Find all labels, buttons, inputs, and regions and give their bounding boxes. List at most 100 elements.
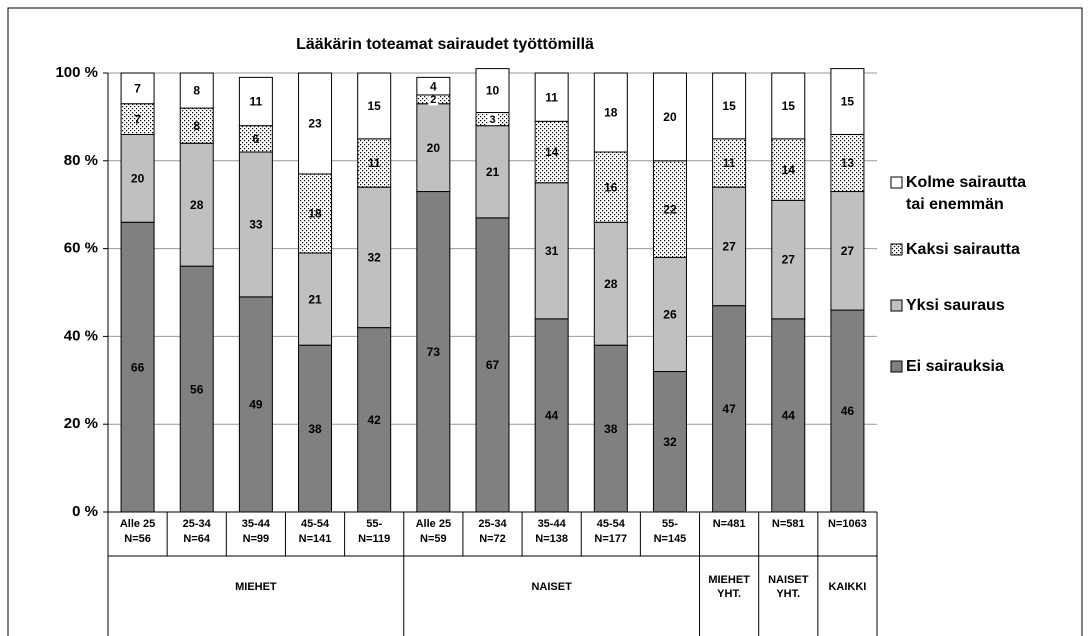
data-label: 73 xyxy=(427,345,441,359)
bar-segment xyxy=(179,265,214,513)
bar-segment xyxy=(179,72,214,109)
data-label: 27 xyxy=(841,244,855,258)
legend-swatch xyxy=(890,360,903,373)
bar-segment xyxy=(357,138,392,188)
x-tick-label: N=581 xyxy=(771,518,805,530)
bar-segment xyxy=(416,103,451,193)
data-label: 32 xyxy=(368,251,382,265)
bar-segment xyxy=(712,138,747,188)
data-label: 7 xyxy=(134,82,141,96)
x-tick-label: N=1063 xyxy=(827,518,867,530)
data-label: 28 xyxy=(190,198,204,212)
data-label: 32 xyxy=(663,435,677,449)
data-label: 38 xyxy=(308,422,322,436)
data-label: 56 xyxy=(190,382,204,396)
y-tick-label: 60 % xyxy=(64,240,98,257)
x-tick-label: 55- N=145 xyxy=(653,518,687,545)
bar-segment xyxy=(416,76,451,96)
bar-segment xyxy=(179,107,214,144)
bar-segment xyxy=(593,72,628,153)
x-tick-label: Alle 25 N=56 xyxy=(119,518,156,545)
data-label: 2 xyxy=(430,94,436,106)
legend-swatch xyxy=(890,299,903,312)
data-label: 44 xyxy=(545,409,559,423)
x-tick-label: 25-34 N=64 xyxy=(182,518,211,545)
bar-segment xyxy=(120,103,155,135)
bar-segment xyxy=(475,68,510,114)
bar-segment xyxy=(534,182,569,320)
bar-segment xyxy=(712,186,747,307)
bar-segment xyxy=(593,151,628,223)
legend-label: Yksi sauraus xyxy=(906,297,1005,314)
data-label: 11 xyxy=(545,90,558,104)
data-label-bg xyxy=(428,93,439,106)
data-label: 14 xyxy=(782,163,796,177)
data-label: 49 xyxy=(249,398,263,412)
y-tick-label: 80 % xyxy=(64,152,98,169)
x-tick-label: 55- N=119 xyxy=(358,518,391,545)
bar-segment xyxy=(830,68,865,135)
data-label: 33 xyxy=(249,218,263,232)
bar-segment xyxy=(771,138,806,201)
bar-segment xyxy=(652,72,687,162)
data-label: 11 xyxy=(250,95,263,109)
data-label: 67 xyxy=(486,358,500,372)
bar-segment xyxy=(534,120,569,184)
data-label: 23 xyxy=(308,117,322,131)
x-tick-label: 45-54 N=177 xyxy=(594,518,628,545)
data-label: 27 xyxy=(722,240,736,254)
legend-label: Kaksi sairautta xyxy=(906,241,1020,258)
bar-segment xyxy=(771,199,806,320)
bar-segment xyxy=(712,72,747,140)
group-label: KAIKKI xyxy=(828,581,867,593)
y-tick-label: 100 % xyxy=(55,64,98,81)
data-label: 15 xyxy=(782,99,796,113)
bar-segment xyxy=(179,142,214,267)
bar-segment xyxy=(712,305,747,513)
data-label: 11 xyxy=(723,156,736,170)
bar-segment xyxy=(357,186,392,329)
legend-swatch xyxy=(890,176,903,189)
x-tick-label: 35-44 N=99 xyxy=(241,518,270,545)
group-label: NAISET xyxy=(531,581,572,593)
data-label: 16 xyxy=(604,180,618,194)
bar-segment xyxy=(120,72,155,105)
data-label: 4 xyxy=(430,79,437,93)
data-label-bg xyxy=(487,113,498,126)
data-label: 11 xyxy=(368,156,381,170)
data-label: 18 xyxy=(604,106,618,120)
data-label: 8 xyxy=(193,84,200,98)
bar-segment xyxy=(830,133,865,193)
data-label: 20 xyxy=(131,172,145,186)
data-label: 21 xyxy=(486,165,500,179)
bar-segment xyxy=(298,72,333,175)
x-tick-label: N=481 xyxy=(712,518,746,530)
y-tick-label: 20 % xyxy=(64,415,98,432)
legend-swatch xyxy=(890,243,903,256)
group-label: MIEHET xyxy=(235,581,277,593)
bar-segment xyxy=(238,76,273,127)
x-tick-label: Alle 25 N=59 xyxy=(415,518,452,545)
data-label: 42 xyxy=(368,413,382,427)
frame xyxy=(7,7,1083,636)
bar-segment xyxy=(238,151,273,298)
chart-title: Lääkärin toteamat sairaudet työttömillä xyxy=(296,36,594,53)
bar-segment xyxy=(652,371,687,513)
data-label: 20 xyxy=(427,141,441,155)
data-label: 15 xyxy=(722,99,736,113)
bar-segment xyxy=(830,191,865,311)
data-label: 47 xyxy=(722,402,736,416)
bar-segment xyxy=(298,252,333,346)
bar-segment xyxy=(357,72,392,140)
data-label: 21 xyxy=(308,292,322,306)
data-label: 14 xyxy=(545,145,559,159)
bar-segment xyxy=(771,72,806,140)
data-label: 15 xyxy=(841,95,855,109)
bar-segment xyxy=(771,318,806,513)
data-label: 20 xyxy=(663,110,677,124)
bar-segment xyxy=(298,344,333,513)
bar-segment xyxy=(534,72,569,122)
y-tick-label: 0 % xyxy=(72,503,98,520)
